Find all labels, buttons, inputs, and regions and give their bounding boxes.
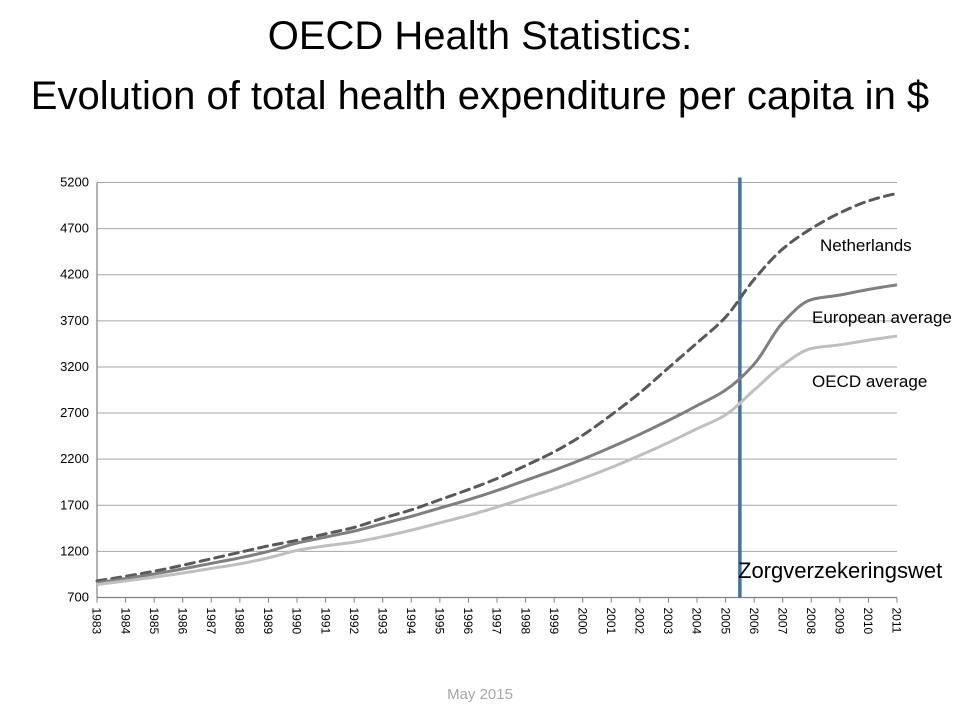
svg-text:1997: 1997: [490, 608, 504, 635]
svg-text:1994: 1994: [404, 608, 418, 635]
svg-text:1985: 1985: [147, 608, 161, 635]
svg-text:2001: 2001: [604, 608, 618, 635]
svg-text:1996: 1996: [461, 608, 475, 635]
svg-text:2002: 2002: [633, 608, 647, 635]
svg-text:1989: 1989: [261, 608, 275, 635]
svg-text:2006: 2006: [747, 608, 761, 635]
svg-text:1988: 1988: [233, 608, 247, 635]
svg-text:2005: 2005: [718, 608, 732, 635]
svg-text:1200: 1200: [60, 543, 89, 558]
svg-text:1700: 1700: [60, 497, 89, 512]
svg-text:700: 700: [67, 590, 89, 605]
svg-text:2200: 2200: [60, 451, 89, 466]
svg-text:4200: 4200: [60, 267, 89, 282]
svg-text:2003: 2003: [661, 608, 675, 635]
svg-text:1983: 1983: [90, 608, 104, 635]
svg-text:Netherlands: Netherlands: [820, 236, 912, 255]
svg-text:2011: 2011: [890, 608, 904, 634]
svg-text:1987: 1987: [204, 608, 218, 635]
svg-text:3200: 3200: [60, 359, 89, 374]
svg-text:2004: 2004: [690, 608, 704, 635]
svg-text:1992: 1992: [347, 608, 361, 635]
svg-text:1991: 1991: [318, 608, 332, 635]
svg-text:Zorgverzekeringswet: Zorgverzekeringswet: [738, 558, 942, 583]
svg-text:2007: 2007: [775, 608, 789, 635]
svg-text:1986: 1986: [175, 608, 189, 635]
svg-text:1993: 1993: [375, 608, 389, 635]
svg-text:1999: 1999: [547, 608, 561, 635]
svg-text:3700: 3700: [60, 313, 89, 328]
svg-text:1990: 1990: [290, 608, 304, 635]
svg-text:2000: 2000: [575, 608, 589, 635]
svg-text:1984: 1984: [118, 608, 132, 635]
svg-text:1995: 1995: [433, 608, 447, 635]
svg-text:5200: 5200: [60, 175, 89, 190]
svg-text:1998: 1998: [518, 608, 532, 635]
svg-text:European average: European average: [812, 308, 952, 327]
svg-text:2008: 2008: [804, 608, 818, 635]
svg-text:4700: 4700: [60, 221, 89, 236]
svg-text:OECD average: OECD average: [812, 372, 927, 391]
svg-text:2010: 2010: [861, 608, 875, 635]
svg-text:2009: 2009: [833, 608, 847, 635]
svg-text:2700: 2700: [60, 405, 89, 420]
